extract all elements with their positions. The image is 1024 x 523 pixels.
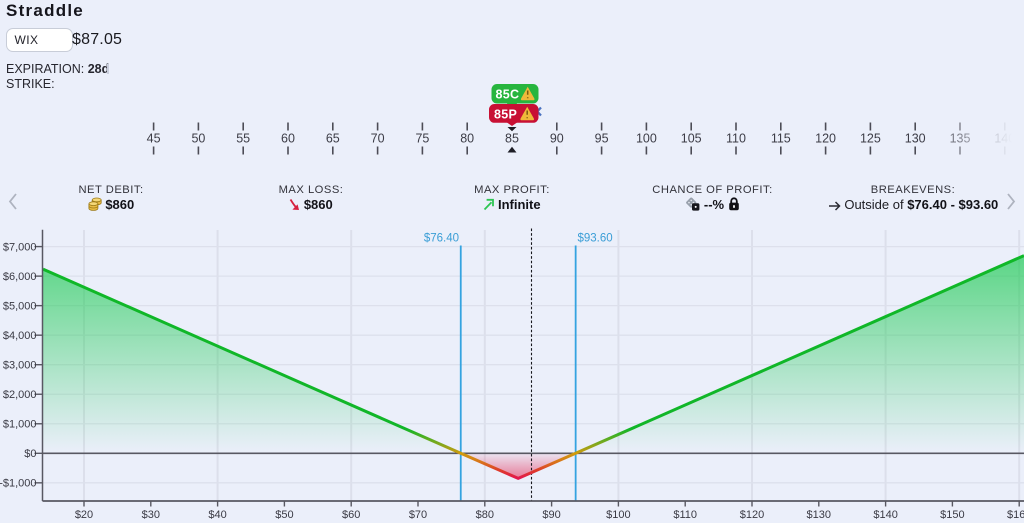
svg-text:85P: 85P (494, 107, 517, 121)
svg-text:$110: $110 (673, 509, 697, 521)
svg-text:$80: $80 (476, 509, 494, 521)
svg-text:60: 60 (281, 132, 295, 146)
svg-text:-$1,000: -$1,000 (0, 478, 37, 490)
svg-text:$5,000: $5,000 (3, 300, 37, 312)
svg-text:$20: $20 (75, 509, 93, 521)
svg-text:105: 105 (681, 132, 702, 146)
svg-text:$90: $90 (542, 509, 560, 521)
svg-text:120: 120 (815, 132, 836, 146)
svg-text:110: 110 (726, 132, 746, 146)
svg-text:115: 115 (771, 132, 791, 146)
svg-text:125: 125 (860, 132, 881, 146)
svg-text:$40: $40 (208, 509, 226, 521)
svg-text:100: 100 (636, 132, 657, 146)
svg-text:90: 90 (550, 132, 564, 146)
svg-text:85: 85 (505, 132, 519, 146)
svg-text:$70: $70 (409, 509, 427, 521)
svg-text:$100: $100 (606, 509, 630, 521)
svg-text:65: 65 (326, 132, 340, 146)
svg-text:$1,000: $1,000 (3, 419, 37, 431)
svg-text:$160: $160 (1007, 509, 1024, 521)
svg-text:$0: $0 (24, 448, 36, 460)
svg-text:$140: $140 (873, 509, 897, 521)
svg-text:$93.60: $93.60 (578, 233, 613, 245)
svg-text:70: 70 (371, 132, 385, 146)
svg-text:130: 130 (905, 132, 926, 146)
svg-text:45: 45 (147, 132, 161, 146)
svg-text:80: 80 (460, 132, 474, 146)
svg-text:$7,000: $7,000 (3, 241, 37, 253)
svg-text:75: 75 (415, 132, 429, 146)
svg-text:$130: $130 (807, 509, 831, 521)
svg-text:$60: $60 (342, 509, 360, 521)
svg-text:85C: 85C (496, 87, 520, 101)
svg-text:50: 50 (191, 132, 205, 146)
svg-text:55: 55 (236, 132, 250, 146)
svg-text:$50: $50 (275, 509, 293, 521)
svg-text:95: 95 (595, 132, 609, 146)
svg-text:$2,000: $2,000 (3, 389, 37, 401)
svg-text:$150: $150 (940, 509, 964, 521)
svg-text:$30: $30 (142, 509, 160, 521)
svg-text:$6,000: $6,000 (3, 271, 37, 283)
svg-text:$76.40: $76.40 (424, 233, 459, 245)
svg-text:$3,000: $3,000 (3, 360, 37, 372)
svg-text:$4,000: $4,000 (3, 330, 37, 342)
svg-text:$120: $120 (740, 509, 764, 521)
